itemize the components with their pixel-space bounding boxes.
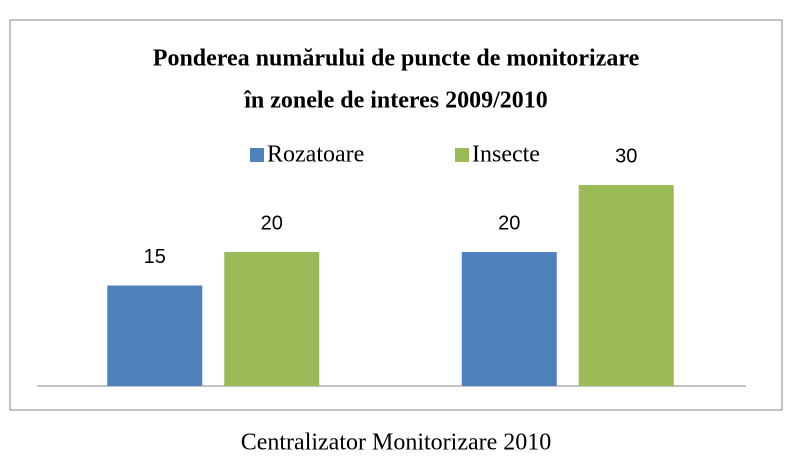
plot: Rozatoare Insecte 2009 15 20 2010 20 30 xyxy=(107,142,674,436)
data-label: 20 xyxy=(498,212,520,234)
bar xyxy=(578,185,674,386)
legend-swatch xyxy=(455,148,469,162)
chart-title: în zonele de interes 2009/2010 xyxy=(243,88,548,114)
caption: Centralizator Monitorizare 2010 xyxy=(241,430,552,456)
x-tick-label: 2009 xyxy=(190,410,238,436)
data-label: 20 xyxy=(261,212,283,234)
data-label: 30 xyxy=(615,145,637,167)
bar xyxy=(107,285,203,386)
data-label: 15 xyxy=(144,246,166,268)
x-tick-label: 2010 xyxy=(545,410,593,436)
bar xyxy=(224,252,320,386)
bar xyxy=(461,252,557,386)
legend-label: Insecte xyxy=(472,142,540,168)
chart-title: Ponderea numărului de puncte de monitori… xyxy=(153,46,640,72)
legend-label: Rozatoare xyxy=(267,142,364,168)
legend-swatch xyxy=(250,148,264,162)
